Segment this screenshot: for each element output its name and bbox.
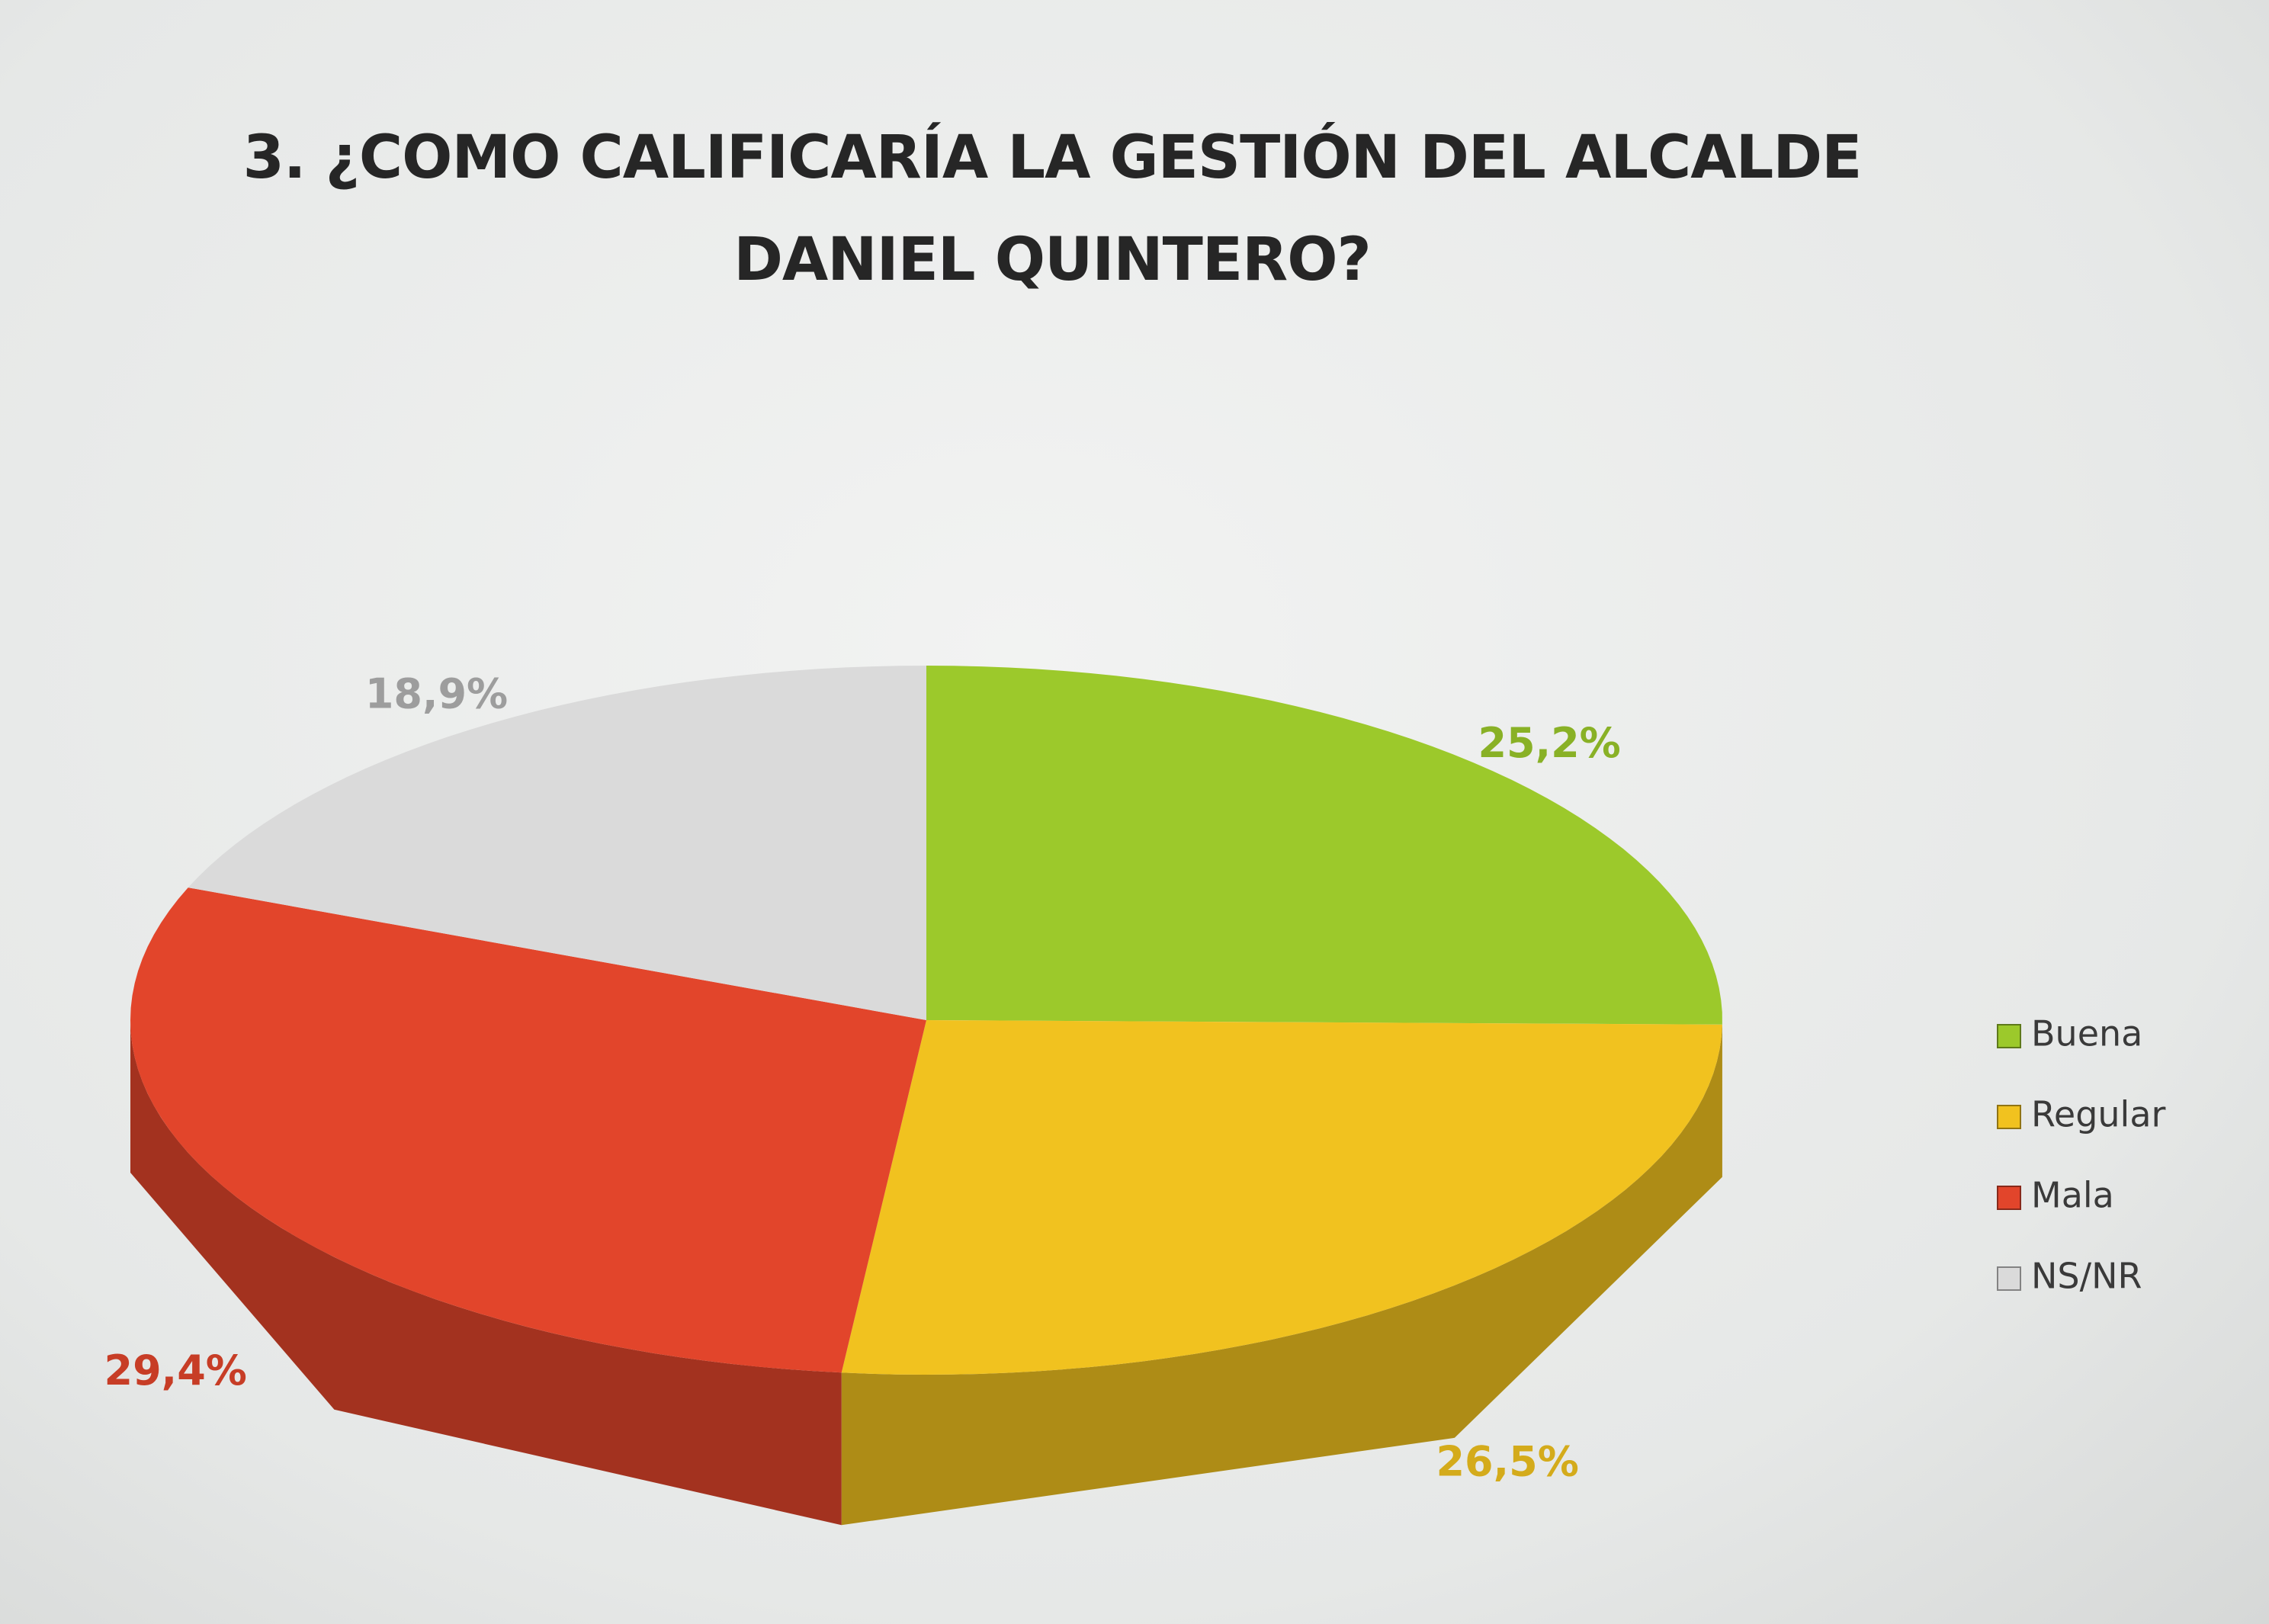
- data-label: 25,2%: [1478, 719, 1620, 767]
- legend-label: NS/NR: [2031, 1256, 2142, 1297]
- slice: [926, 666, 1722, 1025]
- data-label: 26,5%: [1436, 1437, 1578, 1485]
- legend-swatch: [1997, 1186, 2021, 1210]
- legend-label: Regular: [2031, 1094, 2166, 1135]
- legend-label: Buena: [2031, 1013, 2142, 1054]
- slice-side: [130, 1020, 842, 1526]
- legend-label: Mala: [2031, 1175, 2114, 1216]
- data-label: 18,9%: [365, 670, 508, 718]
- slice-side: [841, 1024, 1722, 1526]
- legend-swatch: [1997, 1024, 2021, 1048]
- legend-swatch: [1997, 1266, 2021, 1291]
- chart-title: 3. ¿COMO CALIFICARÍA LA GESTIÓN DEL ALCA…: [242, 124, 1863, 294]
- data-label: 29,4%: [104, 1346, 247, 1395]
- slice: [130, 887, 926, 1373]
- slice: [188, 666, 926, 1020]
- legend-swatch: [1997, 1105, 2021, 1129]
- slice: [841, 1020, 1722, 1375]
